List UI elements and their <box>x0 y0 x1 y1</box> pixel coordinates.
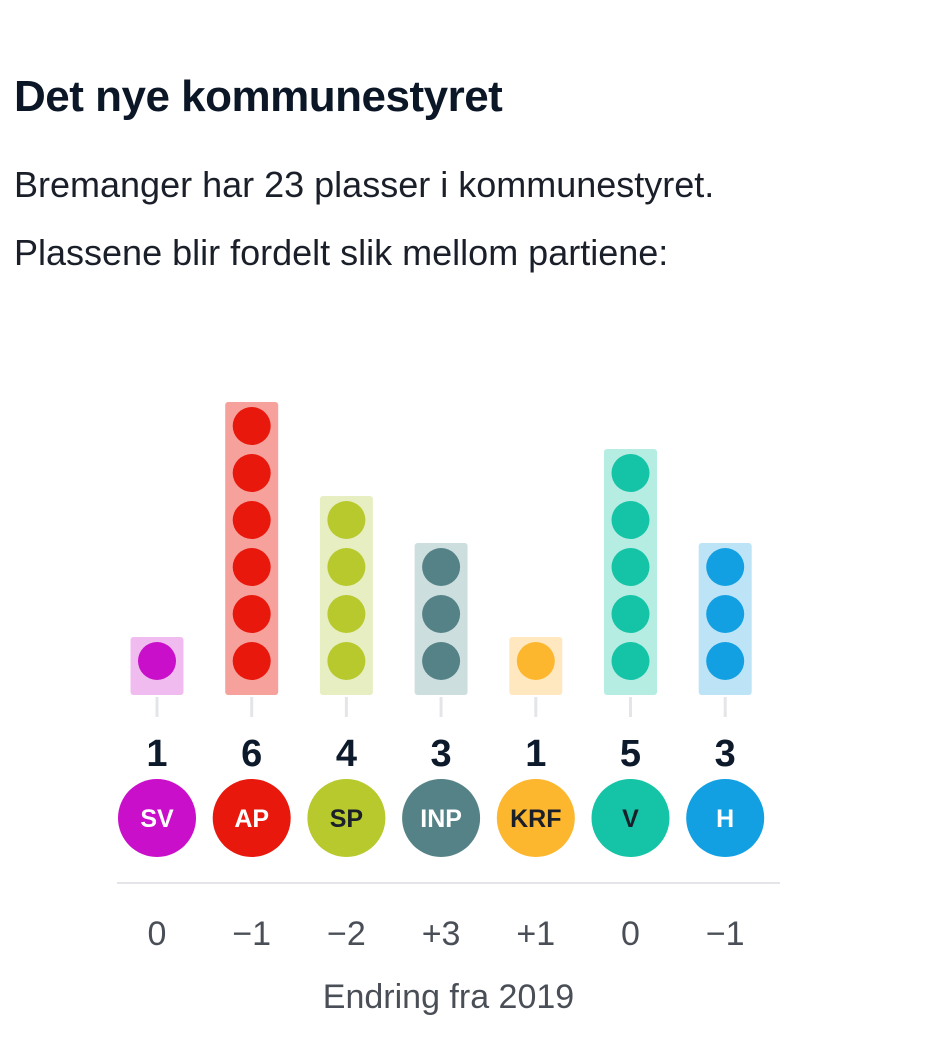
party-column-v: 5 V 0 <box>591 449 670 953</box>
seat-dot-krf <box>516 642 555 680</box>
seat-count-krf: 1 <box>525 733 546 775</box>
seat-dot-ap <box>232 595 271 633</box>
seat-dot-inp <box>422 642 461 680</box>
party-column-krf: 1 KRF +1 <box>496 637 575 953</box>
party-column-ap: 6 AP −1 <box>212 402 291 953</box>
seat-dot-ap <box>232 548 271 586</box>
seat-count-v: 5 <box>620 733 641 775</box>
party-label-krf: KRF <box>510 805 561 833</box>
seat-count-sp: 4 <box>336 733 357 775</box>
seat-dot-ap <box>232 454 271 492</box>
party-badge-sp <box>307 779 386 857</box>
seat-dot-v <box>611 548 650 586</box>
party-label-ap: AP <box>234 805 269 833</box>
change-label-ap: −1 <box>232 915 271 953</box>
seat-count-ap: 6 <box>241 733 262 775</box>
seat-dot-v <box>611 501 650 539</box>
party-label-inp: INP <box>420 805 462 833</box>
party-badge-h <box>686 779 765 857</box>
seat-dot-ap <box>232 642 271 680</box>
seat-dot-h <box>706 642 745 680</box>
seat-count-sv: 1 <box>146 733 167 775</box>
party-badge-ap <box>212 779 291 857</box>
change-label-sv: 0 <box>148 915 167 953</box>
seat-dot-ap <box>232 407 271 445</box>
seat-dot-sp <box>327 548 366 586</box>
seat-dot-sp <box>327 642 366 680</box>
party-column-sp: 4 SP −2 <box>307 496 386 953</box>
party-column-h: 3 H −1 <box>686 543 765 953</box>
chart-subtitle-line-2: Plassene blir fordelt slik mellom partie… <box>14 232 669 273</box>
party-label-v: V <box>622 805 639 833</box>
change-caption: Endring fra 2019 <box>322 978 575 1016</box>
seat-dot-h <box>706 548 745 586</box>
seat-dot-inp <box>422 595 461 633</box>
seat-dot-v <box>611 642 650 680</box>
chart-title: Det nye kommunestyret <box>14 72 503 121</box>
seat-dot-sp <box>327 501 366 539</box>
party-badge-krf <box>496 779 575 857</box>
party-label-h: H <box>716 805 734 833</box>
seat-dot-sp <box>327 595 366 633</box>
party-badge-v <box>591 779 670 857</box>
seat-dot-sv <box>138 642 176 680</box>
party-label-sv: SV <box>140 805 174 833</box>
change-label-sp: −2 <box>327 915 366 953</box>
seat-dot-ap <box>232 501 271 539</box>
change-label-h: −1 <box>706 915 745 953</box>
chart-subtitle-line-1: Bremanger har 23 plasser i kommunestyret… <box>14 164 715 205</box>
party-label-sp: SP <box>330 805 363 833</box>
seat-dot-v <box>611 454 650 492</box>
party-column-sv: 1 SV 0 <box>118 637 196 953</box>
party-column-inp: 3 INP +3 <box>402 543 481 953</box>
seat-count-h: 3 <box>715 733 736 775</box>
change-label-krf: +1 <box>516 915 555 953</box>
change-label-v: 0 <box>621 915 640 953</box>
seat-dot-inp <box>422 548 461 586</box>
seat-count-inp: 3 <box>431 733 452 775</box>
seat-dot-h <box>706 595 745 633</box>
party-badge-sv <box>118 779 196 857</box>
change-label-inp: +3 <box>422 915 461 953</box>
party-badge-inp <box>402 779 481 857</box>
seat-dot-v <box>611 595 650 633</box>
